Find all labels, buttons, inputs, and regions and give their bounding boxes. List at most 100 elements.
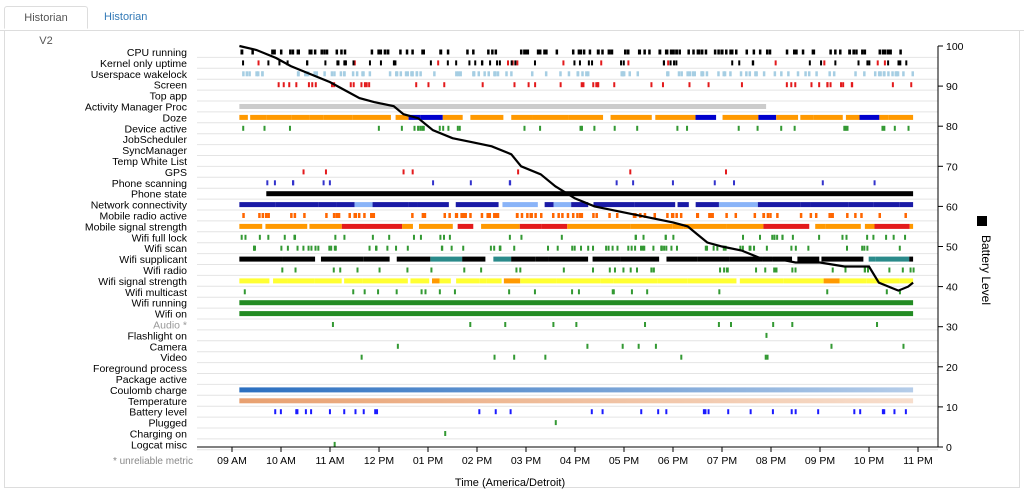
row-tick: [337, 60, 340, 66]
row-block: [239, 256, 283, 262]
row-tick: [352, 82, 355, 88]
row-block: [408, 202, 418, 208]
row-label: Wifi multicast: [125, 287, 187, 299]
row-tick: [515, 267, 518, 273]
row-tick: [722, 245, 725, 251]
row-tick: [443, 234, 446, 240]
row-tick: [419, 234, 422, 240]
x-axis-tick-label: 07 PM: [707, 455, 737, 467]
row-tick: [887, 71, 890, 77]
row-tick: [755, 267, 758, 273]
row-tick: [677, 71, 681, 77]
row-tick: [704, 245, 707, 251]
row-tick: [257, 60, 260, 66]
row-tick: [729, 322, 732, 327]
row-tick: [881, 125, 884, 131]
row-tick: [571, 289, 574, 295]
row-tick: [533, 60, 536, 66]
row-tick: [295, 409, 298, 415]
row-tick: [887, 60, 890, 66]
row-marks: [243, 289, 901, 295]
row-tick: [734, 213, 738, 218]
row-tick: [378, 267, 381, 273]
row-marks: [239, 398, 914, 404]
row-tick: [307, 245, 310, 251]
row-tick: [700, 71, 703, 77]
row-marks: [266, 191, 914, 197]
row-tick: [739, 245, 742, 251]
row-tick: [723, 267, 726, 273]
row-tick: [644, 322, 647, 327]
row-tick: [424, 289, 427, 295]
row-block: [813, 114, 843, 120]
row-tick: [343, 49, 347, 55]
row-block: [502, 202, 538, 208]
row-block: [873, 202, 900, 208]
row-tick: [310, 49, 313, 55]
row-tick: [307, 82, 310, 88]
row-block: [634, 202, 676, 208]
x-axis-tick-label: 03 PM: [511, 455, 541, 467]
row-tick: [374, 409, 377, 415]
row-tick: [306, 60, 309, 66]
row-tick: [368, 82, 371, 88]
row-tick: [745, 49, 749, 55]
row-tick: [370, 49, 374, 55]
row-tick: [368, 60, 371, 66]
row-label: Phone scanning: [112, 178, 187, 190]
row-tick: [764, 267, 767, 273]
row-tick: [600, 60, 603, 66]
row-label: Temperature: [128, 396, 187, 408]
row-tick: [419, 125, 422, 131]
row-tick: [457, 71, 460, 77]
row-tick: [322, 180, 325, 186]
x-axis-tick-label: 05 PM: [609, 455, 639, 467]
x-axis-tick-label: 08 PM: [756, 455, 786, 467]
row-tick: [669, 60, 672, 66]
row-tick: [675, 245, 678, 251]
tab-historian-v2[interactable]: Historian V2: [4, 6, 88, 47]
row-block: [630, 223, 673, 229]
row-tick: [524, 49, 528, 55]
row-tick: [560, 234, 563, 240]
row-label: Coulomb charge: [110, 385, 187, 397]
row-tick: [740, 82, 743, 88]
row-tick: [578, 60, 581, 66]
row-tick: [379, 60, 382, 66]
row-tick: [893, 125, 896, 131]
row-tick: [741, 245, 744, 251]
row-tick: [731, 60, 734, 66]
row-tick: [817, 409, 820, 415]
row-tick: [725, 267, 728, 273]
row-tick: [513, 354, 516, 360]
row-tick: [328, 409, 331, 415]
row-tick: [587, 60, 590, 66]
row-tick: [439, 49, 443, 55]
row-marks: [331, 322, 879, 327]
row-tick: [901, 267, 904, 273]
row-tick: [402, 169, 405, 175]
row-tick: [791, 234, 794, 240]
row-block: [511, 256, 536, 262]
row-tick: [530, 71, 534, 77]
row-tick: [411, 49, 414, 55]
row-tick: [383, 49, 387, 55]
row-tick: [866, 245, 869, 251]
row-block: [718, 202, 758, 208]
tab-historian[interactable]: Historian: [104, 11, 148, 23]
row-block: [687, 278, 718, 284]
row-block: [776, 114, 799, 120]
row-tick: [790, 245, 793, 251]
row-tick: [469, 180, 472, 186]
row-tick: [854, 213, 857, 218]
row-tick: [297, 49, 301, 55]
row-block: [757, 202, 801, 208]
row-tick: [691, 71, 695, 77]
row-tick: [844, 267, 847, 273]
row-tick: [673, 60, 676, 66]
row-tick: [597, 49, 600, 55]
row-tick: [344, 60, 347, 66]
row-tick: [613, 82, 616, 88]
row-tick: [680, 354, 683, 360]
row-tick: [580, 82, 583, 88]
